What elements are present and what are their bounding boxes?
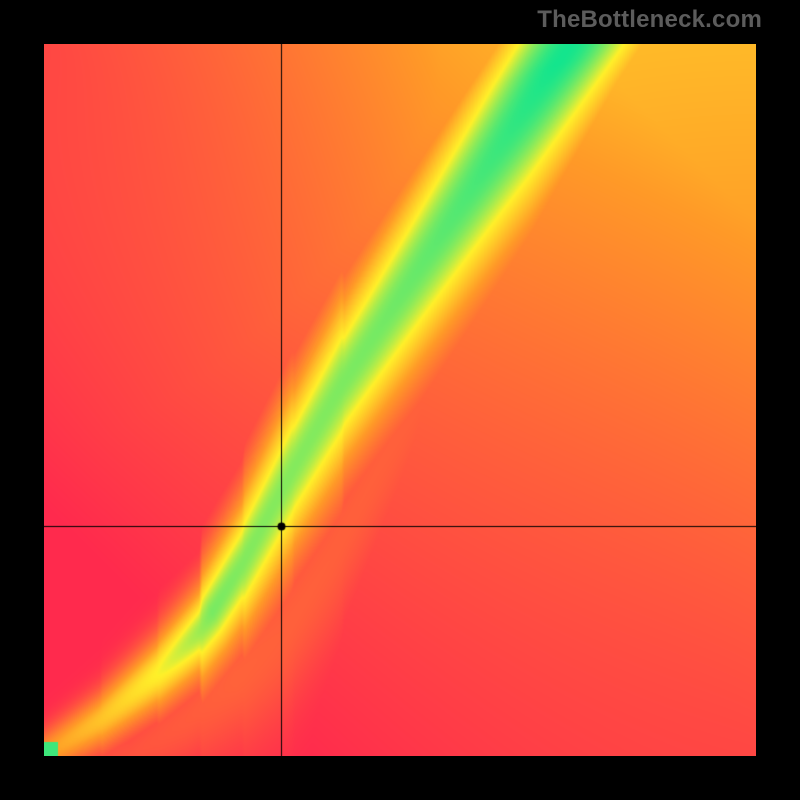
heatmap-canvas: [44, 44, 756, 756]
watermark-text: TheBottleneck.com: [537, 6, 762, 34]
chart-container: TheBottleneck.com: [0, 0, 800, 800]
